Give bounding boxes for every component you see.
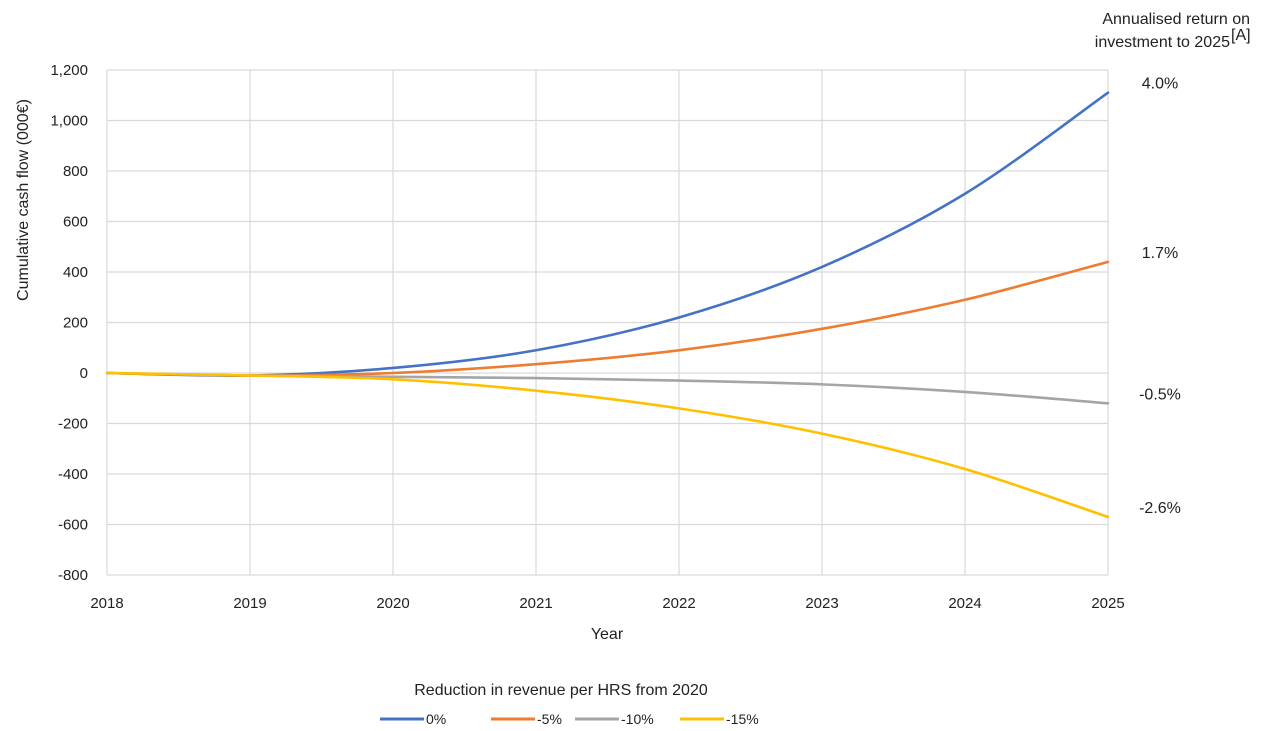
- x-axis-title: Year: [591, 626, 624, 643]
- series-lines: [105, 91, 1110, 519]
- return-annotation: -0.5%: [1139, 386, 1181, 403]
- x-tick-label: 2019: [233, 595, 266, 612]
- y-tick-label: 600: [63, 214, 88, 231]
- y-tick-label: 1,000: [50, 113, 88, 130]
- legend-label: 0%: [426, 711, 446, 727]
- series-line: [105, 260, 1110, 377]
- y-tick-label: 200: [63, 315, 88, 332]
- y-tick-label: 800: [63, 163, 88, 180]
- x-axis-ticks: 2018 2019 2020 2021 2022 2023 2024 2025: [90, 595, 1124, 612]
- y-axis-ticks: -800 -600 -400 -200 0 200 400 600 800 1,000 1,200: [50, 62, 88, 584]
- legend: 0% -5% -10% -15%: [380, 711, 759, 727]
- x-tick-label: 2018: [90, 595, 123, 612]
- x-tick-label: 2020: [376, 595, 409, 612]
- y-tick-label: 400: [63, 264, 88, 281]
- x-tick-label: 2023: [805, 595, 838, 612]
- annotation-title-line2: investment to 2025: [1095, 34, 1230, 51]
- y-tick-label: -400: [58, 466, 88, 483]
- legend-title: Reduction in revenue per HRS from 2020: [414, 682, 708, 699]
- x-tick-label: 2025: [1091, 595, 1124, 612]
- legend-label: -15%: [726, 711, 759, 727]
- y-tick-label: -600: [58, 517, 88, 534]
- y-tick-label: 0: [80, 365, 88, 382]
- y-axis-title: Cumulative cash flow (000€): [15, 99, 32, 301]
- return-annotation: -2.6%: [1139, 500, 1181, 517]
- y-tick-label: -200: [58, 416, 88, 433]
- y-tick-label: 1,200: [50, 62, 88, 79]
- annotation-title-superscript: [A]: [1231, 27, 1251, 44]
- return-annotation: 4.0%: [1142, 76, 1178, 93]
- x-tick-label: 2024: [948, 595, 981, 612]
- x-tick-label: 2021: [519, 595, 552, 612]
- legend-label: -10%: [621, 711, 654, 727]
- return-annotations: 4.0% 1.7% -0.5% -2.6%: [1139, 76, 1181, 517]
- series-line: [105, 371, 1110, 519]
- return-annotation: 1.7%: [1142, 245, 1178, 262]
- x-tick-label: 2022: [662, 595, 695, 612]
- gridlines: [106, 69, 1109, 576]
- annotation-title-line1: Annualised return on: [1102, 11, 1250, 28]
- legend-label: -5%: [537, 711, 562, 727]
- y-tick-label: -800: [58, 567, 88, 584]
- series-line: [105, 91, 1110, 377]
